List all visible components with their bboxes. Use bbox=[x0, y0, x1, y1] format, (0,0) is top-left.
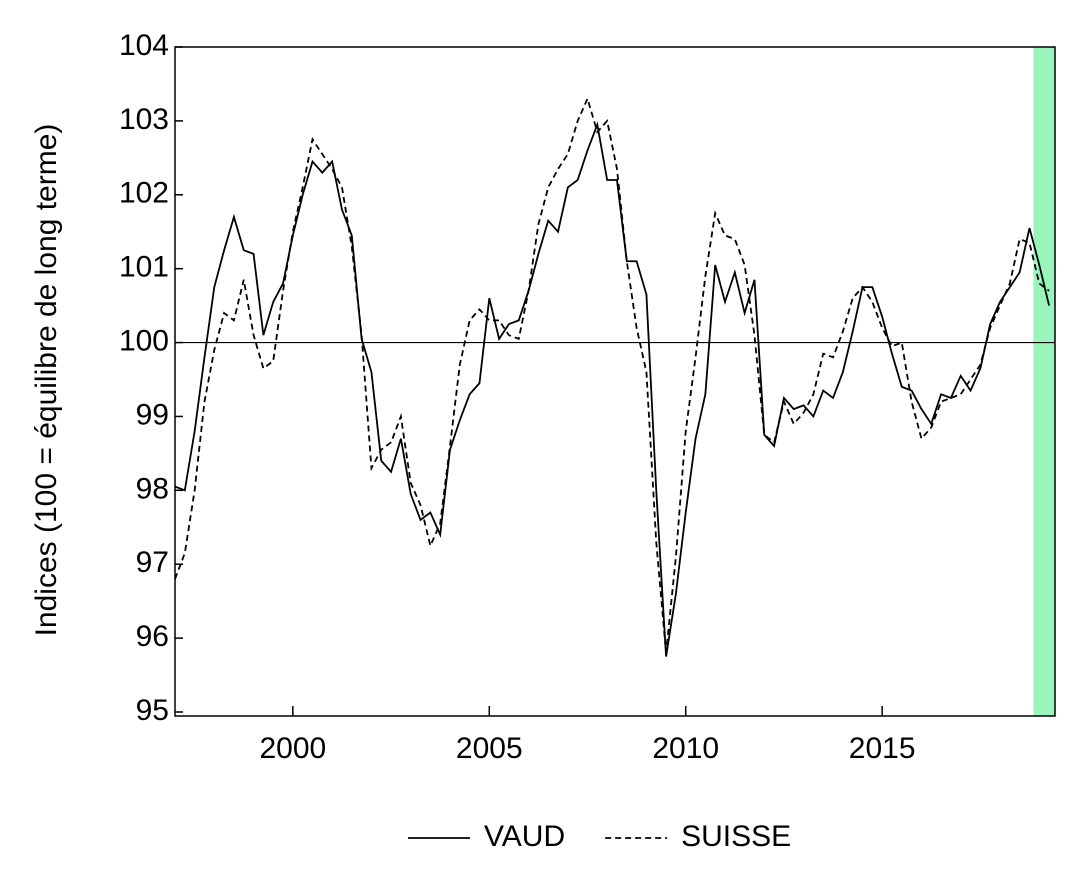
plot-frame bbox=[174, 46, 1056, 717]
y-tick-label: 98 bbox=[136, 472, 169, 505]
x-tick-label: 2010 bbox=[652, 732, 719, 765]
series-line bbox=[174, 96, 1050, 653]
x-tick-label: 2000 bbox=[259, 732, 326, 765]
y-tick-label: 100 bbox=[119, 324, 169, 357]
y-tick-label: 101 bbox=[119, 251, 169, 284]
x-tick-label: 2005 bbox=[456, 732, 523, 765]
y-tick-label: 99 bbox=[136, 398, 169, 431]
y-tick-label: 103 bbox=[119, 103, 169, 136]
y-tick-label: 96 bbox=[136, 620, 169, 653]
legend-label: SUISSE bbox=[681, 820, 791, 853]
legend-label: VAUD bbox=[484, 820, 565, 853]
series-line bbox=[174, 121, 1050, 657]
forecast-band bbox=[1033, 47, 1055, 716]
y-tick-label: 102 bbox=[119, 177, 169, 210]
y-tick-label: 95 bbox=[136, 694, 169, 727]
y-axis-label: Indices (100 = équilibre de long terme) bbox=[30, 124, 63, 637]
y-tick-label: 97 bbox=[136, 546, 169, 579]
y-tick-label: 104 bbox=[119, 29, 169, 62]
x-tick-label: 2015 bbox=[849, 732, 916, 765]
